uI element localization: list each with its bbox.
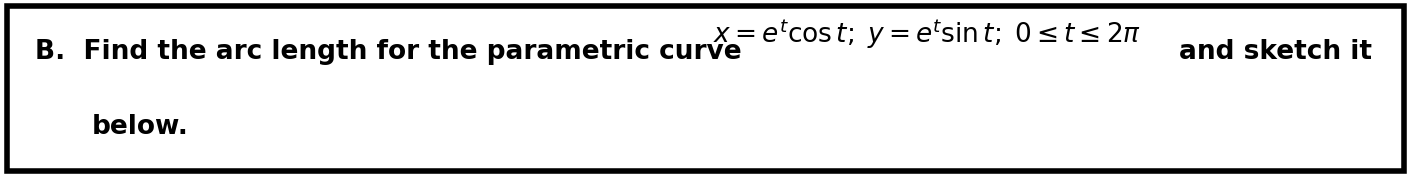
Text: and sketch it: and sketch it [1179, 39, 1372, 65]
FancyBboxPatch shape [7, 6, 1404, 171]
Text: B.  Find the arc length for the parametric curve: B. Find the arc length for the parametri… [35, 39, 741, 65]
Text: $x = e^{t}\mathrm{cos}\,t;\; y = e^{t}\mathrm{sin}\,t;\; 0 \leq t \leq 2\pi$: $x = e^{t}\mathrm{cos}\,t;\; y = e^{t}\m… [713, 17, 1141, 51]
Text: below.: below. [92, 114, 189, 140]
